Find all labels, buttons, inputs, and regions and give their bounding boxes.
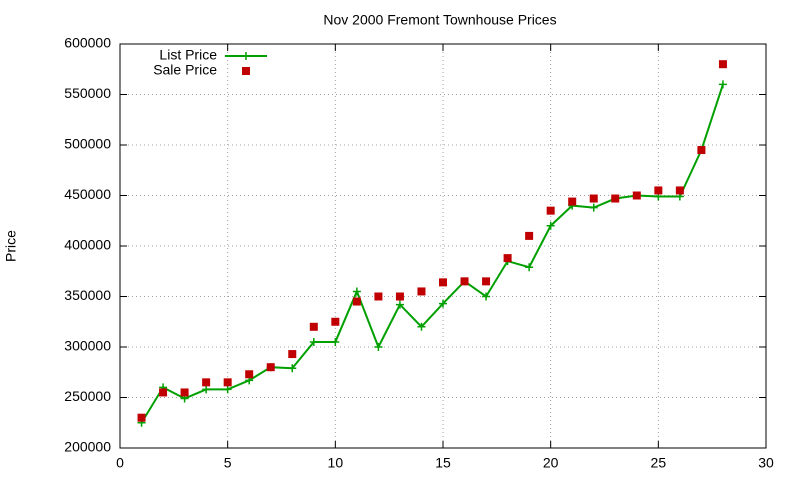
data-point [439,299,447,308]
data-point [718,80,727,89]
data-point [395,300,404,309]
y-tick-label: 400000 [64,237,111,253]
data-point [245,370,254,379]
x-tick-label: 25 [651,455,667,471]
data-point [374,343,383,351]
data-point [589,203,598,212]
data-point [482,277,491,286]
data-point [331,337,340,346]
data-point [525,231,534,240]
data-point [675,186,684,195]
legend-label: List Price [159,47,217,63]
x-tick-label: 15 [435,455,451,471]
x-tick-label: 30 [758,455,774,471]
data-point [309,337,318,346]
data-point [611,194,620,203]
x-tick-label: 20 [543,455,559,471]
y-tick-label: 450000 [64,186,111,202]
data-point [482,292,491,301]
data-point [331,317,340,326]
data-point [718,60,727,69]
y-tick-label: 550000 [64,85,111,101]
data-point [266,363,275,372]
legend-label: Sale Price [153,62,217,78]
data-point [180,388,189,397]
plot-frame [119,43,767,449]
data-point [654,186,663,195]
data-point [352,297,361,306]
y-axis-label: Price [3,230,19,262]
x-tick-label: 0 [116,455,124,471]
data-point [159,388,168,397]
data-point [568,197,577,206]
data-point [137,413,146,422]
y-tick-label: 250000 [64,388,111,404]
data-point [503,254,512,263]
y-tick-label: 600000 [64,35,111,51]
data-point [352,287,361,296]
data-point [288,350,297,359]
data-point [632,191,641,200]
data-point [439,278,447,287]
data-point [697,146,706,155]
series-line [140,84,724,424]
y-tick-label: 200000 [64,439,111,455]
x-tick-label: 5 [224,455,232,471]
x-tick-label: 10 [328,455,344,471]
data-point [395,292,404,301]
y-tick-label: 500000 [64,136,111,152]
data-point [202,385,211,394]
y-tick-label: 350000 [64,287,111,303]
data-point [546,221,555,230]
data-point [460,277,469,286]
data-point [202,378,211,387]
legend-marker [242,52,250,60]
data-point [417,322,426,331]
chart-title: Nov 2000 Fremont Townhouse Prices [323,12,556,28]
data-point [374,292,383,301]
y-tick-label: 300000 [64,338,111,354]
data-point [223,385,232,394]
data-point [589,194,598,203]
data-point [309,322,318,331]
legend-marker [242,67,250,75]
data-point [546,206,555,215]
data-point [223,378,232,387]
data-point [417,287,426,296]
data-point [288,364,297,373]
data-point [525,263,534,272]
